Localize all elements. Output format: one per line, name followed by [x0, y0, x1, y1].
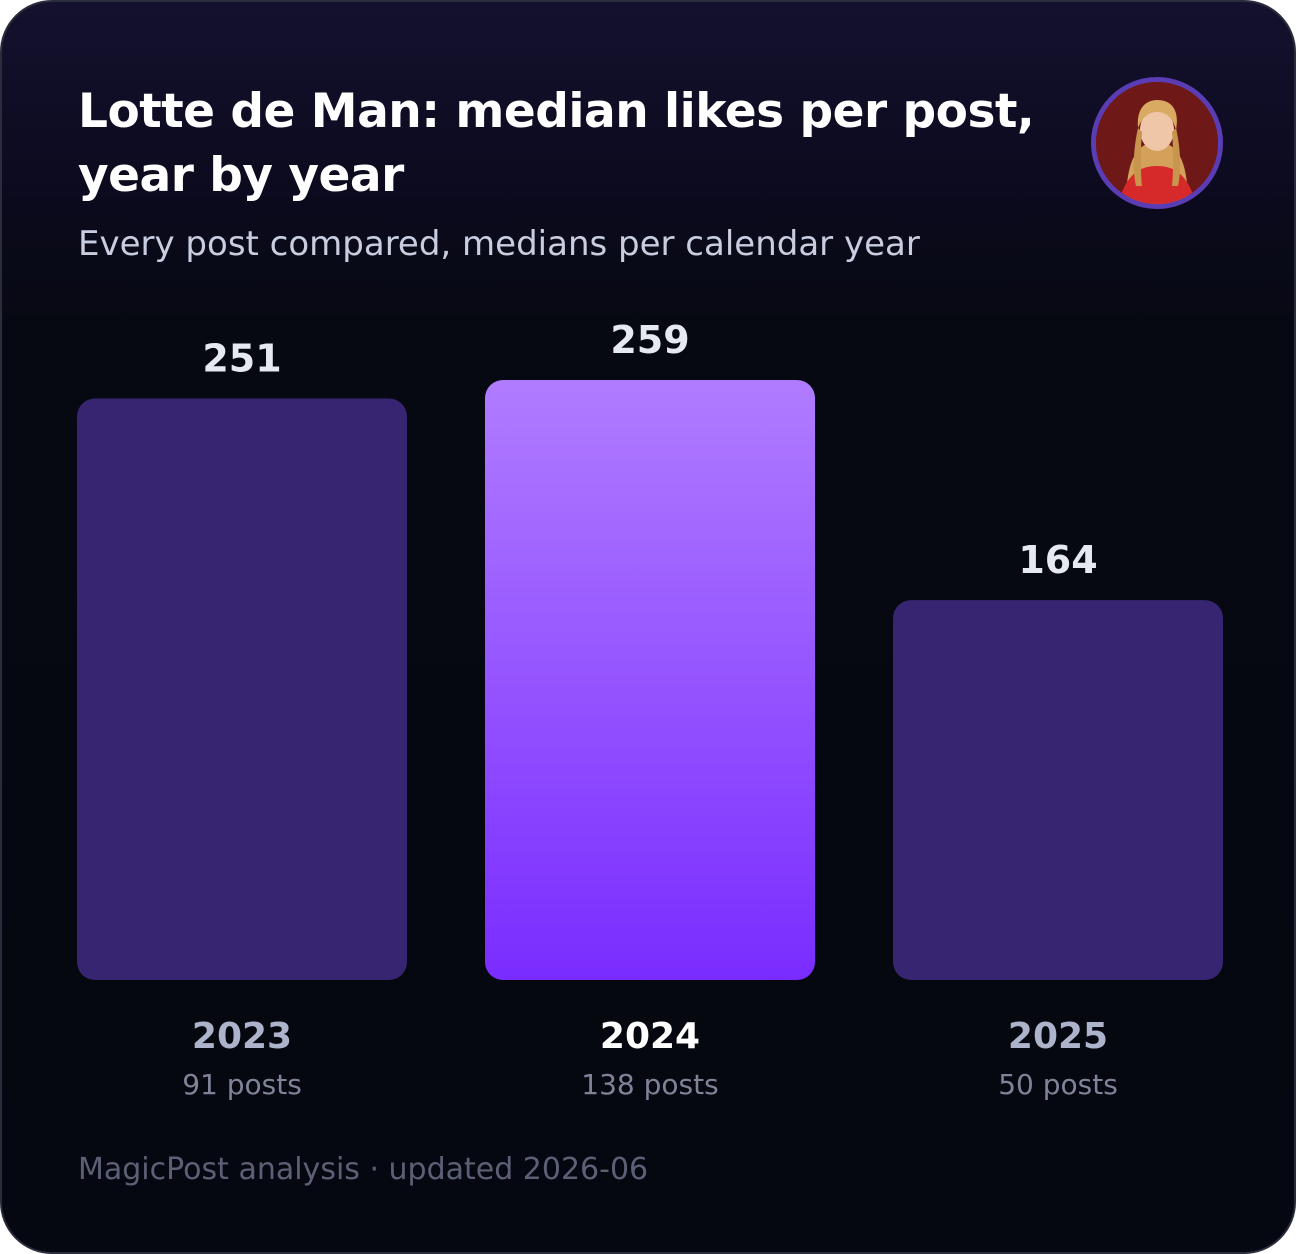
- category-label: 2025: [1008, 1016, 1108, 1057]
- post-count-label: 91 posts: [182, 1068, 302, 1101]
- bar-2024: [485, 380, 815, 980]
- post-count-label: 138 posts: [581, 1068, 718, 1101]
- footer-credit: MagicPost analysis · updated 2026-06: [78, 1152, 649, 1187]
- value-label: 164: [1018, 538, 1097, 582]
- chart-subtitle: Every post compared, medians per calenda…: [78, 224, 920, 264]
- category-label: 2023: [192, 1016, 292, 1057]
- value-label: 259: [610, 318, 689, 362]
- category-label: 2024: [600, 1016, 700, 1057]
- chart-title: Lotte de Man: median likes per post, yea…: [78, 84, 1035, 203]
- post-count-label: 50 posts: [998, 1068, 1118, 1101]
- value-label: 251: [202, 337, 281, 381]
- profile-photo-icon: [1091, 77, 1223, 209]
- bar-2023: [77, 398, 407, 980]
- bar-2025: [893, 600, 1223, 980]
